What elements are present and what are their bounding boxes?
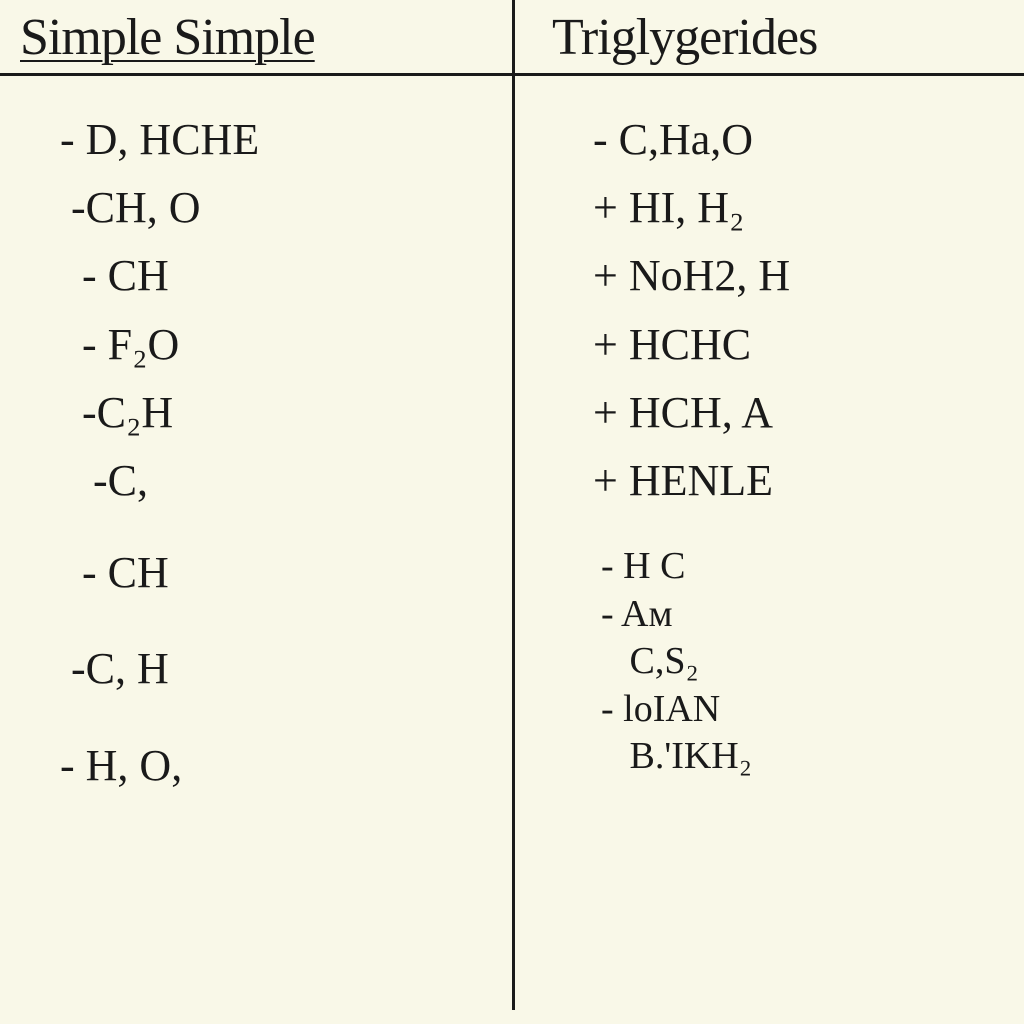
list-item: + HENLE bbox=[582, 447, 1024, 515]
list-item: -C, bbox=[60, 447, 512, 515]
list-item: + NoH2, H bbox=[582, 242, 1024, 310]
list-item: -CH, O bbox=[60, 174, 512, 242]
header-left: Simple Simple bbox=[0, 8, 512, 67]
list-item: B.'IKH₂ bbox=[582, 733, 1024, 781]
list-item: - H C bbox=[582, 543, 1024, 591]
list-item: - C,Ha,O bbox=[582, 106, 1024, 174]
list-item: + HI, H₂ bbox=[582, 174, 1024, 242]
list-item: - CH bbox=[60, 539, 512, 607]
list-item: - CH bbox=[60, 242, 512, 310]
left-column: - D, HCHE -CH, O - CH - F₂O -C₂H -C, - C… bbox=[0, 76, 512, 1010]
list-item: -C, H bbox=[60, 635, 512, 703]
list-item: - H, O, bbox=[60, 732, 512, 800]
list-item: + HCHC bbox=[582, 311, 1024, 379]
vertical-divider bbox=[512, 0, 515, 1010]
list-item: - D, HCHE bbox=[60, 106, 512, 174]
list-item: - F₂O bbox=[60, 311, 512, 379]
list-item: + HCH, A bbox=[582, 379, 1024, 447]
list-item: C,S₂ bbox=[582, 638, 1024, 686]
notes-page: Simple Simple Triglygerides - D, HCHE -C… bbox=[0, 0, 1024, 1024]
right-column: - C,Ha,O + HI, H₂ + NoH2, H + HCHC + HCH… bbox=[512, 76, 1024, 1010]
header-right: Triglygerides bbox=[512, 8, 1024, 67]
list-item: - Aᴍ bbox=[582, 591, 1024, 639]
list-item: - loIAN bbox=[582, 686, 1024, 734]
columns-wrapper: - D, HCHE -CH, O - CH - F₂O -C₂H -C, - C… bbox=[0, 76, 1024, 1010]
list-item: -C₂H bbox=[60, 379, 512, 447]
